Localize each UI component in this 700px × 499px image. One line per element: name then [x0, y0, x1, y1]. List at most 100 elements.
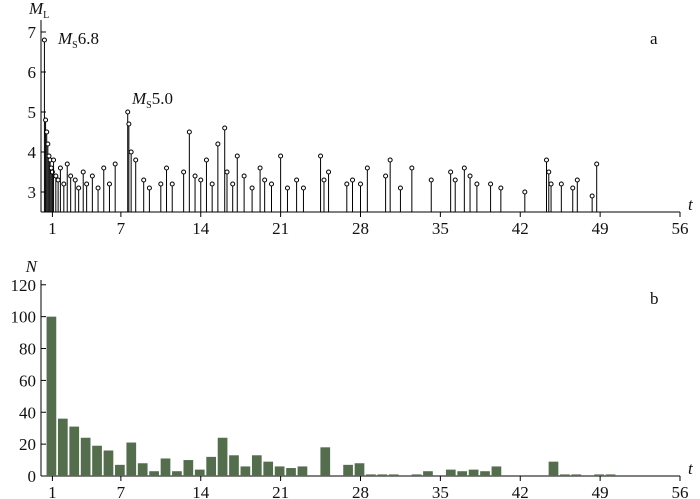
stem-head: [397, 185, 403, 191]
y-tick-label: 40: [19, 403, 36, 422]
x-tick-label: 7: [117, 483, 126, 499]
y-axis-label: N: [25, 257, 39, 276]
bar: [115, 464, 125, 476]
y-tick-label: 7: [28, 23, 37, 42]
stem-head: [234, 153, 240, 159]
main: M: [28, 0, 44, 18]
bar: [491, 466, 502, 476]
x-tick-label: 1: [48, 483, 57, 499]
stem-head: [68, 173, 74, 179]
bar: [286, 468, 296, 476]
x-tick-label: 49: [592, 219, 609, 238]
stem-head: [72, 177, 78, 183]
stem-head: [467, 173, 473, 179]
stem-head: [268, 181, 274, 187]
x-tick-label: 14: [192, 219, 210, 238]
stem-head: [321, 177, 327, 183]
bar: [468, 469, 479, 476]
x-tick-label: 42: [512, 219, 529, 238]
stem-head: [186, 129, 192, 135]
sub: S: [146, 100, 152, 111]
stem-head: [474, 181, 480, 187]
stem-head: [344, 181, 350, 187]
bar: [194, 469, 205, 476]
stem-head: [112, 161, 118, 167]
stem-head: [46, 153, 52, 159]
bar: [240, 466, 251, 476]
sub: L: [43, 10, 49, 21]
bar: [423, 471, 433, 476]
y-tick-label: 0: [28, 467, 37, 486]
x-tick-label: 42: [512, 483, 529, 499]
stem-head: [55, 177, 61, 183]
stem-head: [141, 177, 147, 183]
bar: [366, 474, 376, 476]
annotation: MS6.8: [57, 29, 99, 51]
panel-label: b: [650, 289, 659, 308]
stem-head: [53, 173, 59, 179]
stem-head: [64, 161, 70, 167]
y-tick-label: 4: [28, 143, 37, 162]
stem-head: [57, 165, 63, 171]
stem-head: [594, 161, 600, 167]
stem-head: [126, 121, 132, 127]
bar: [160, 458, 171, 476]
bar: [548, 461, 559, 476]
x-tick-label: 1: [48, 219, 57, 238]
panel-label: a: [650, 29, 658, 48]
x-tick-label: 49: [592, 483, 609, 499]
sub: S: [72, 40, 78, 51]
stem-head: [133, 157, 139, 163]
bar: [457, 471, 468, 476]
bar: [560, 474, 570, 476]
stem-head: [43, 117, 49, 123]
stem-head: [198, 177, 204, 183]
stem-head: [95, 185, 101, 191]
stem-head: [45, 141, 51, 147]
bar: [206, 456, 217, 476]
stem-head: [383, 173, 389, 179]
y-tick-label: 60: [19, 371, 36, 390]
y-tick-label: 6: [28, 63, 37, 82]
stem-head: [387, 157, 393, 163]
stem-head: [589, 193, 595, 199]
stem-head: [262, 177, 268, 183]
stem-head: [326, 169, 332, 175]
bar: [445, 469, 456, 476]
bar: [320, 447, 331, 476]
text: 5.0: [152, 89, 173, 108]
main: M: [131, 89, 147, 108]
bar: [149, 471, 159, 476]
stem-head: [294, 177, 300, 183]
bar: [57, 418, 68, 476]
stem-head: [181, 169, 187, 175]
stem-head: [249, 185, 255, 191]
annotation: MS5.0: [131, 89, 173, 111]
stem-head: [364, 165, 370, 171]
bar: [297, 466, 308, 476]
stem-head: [574, 177, 580, 183]
stem-head: [488, 181, 494, 187]
stem-head: [80, 169, 86, 175]
stem-head: [164, 165, 170, 171]
stem-head: [48, 165, 54, 171]
x-tick-label: 35: [432, 219, 449, 238]
stem-head: [409, 165, 415, 171]
stem-head: [546, 169, 552, 175]
stem-head: [498, 185, 504, 191]
x-tick-label: 28: [352, 483, 369, 499]
stem-head: [146, 185, 152, 191]
bar: [46, 316, 57, 476]
bar: [183, 460, 194, 476]
bar: [172, 471, 182, 476]
stem-head: [125, 109, 131, 115]
bar: [571, 474, 582, 476]
stem-head: [61, 181, 67, 187]
bar: [229, 455, 239, 476]
bar: [343, 464, 353, 476]
bar: [263, 461, 274, 476]
stem-head: [128, 149, 134, 155]
bar: [92, 445, 102, 476]
x-tick-label: 35: [432, 483, 449, 499]
